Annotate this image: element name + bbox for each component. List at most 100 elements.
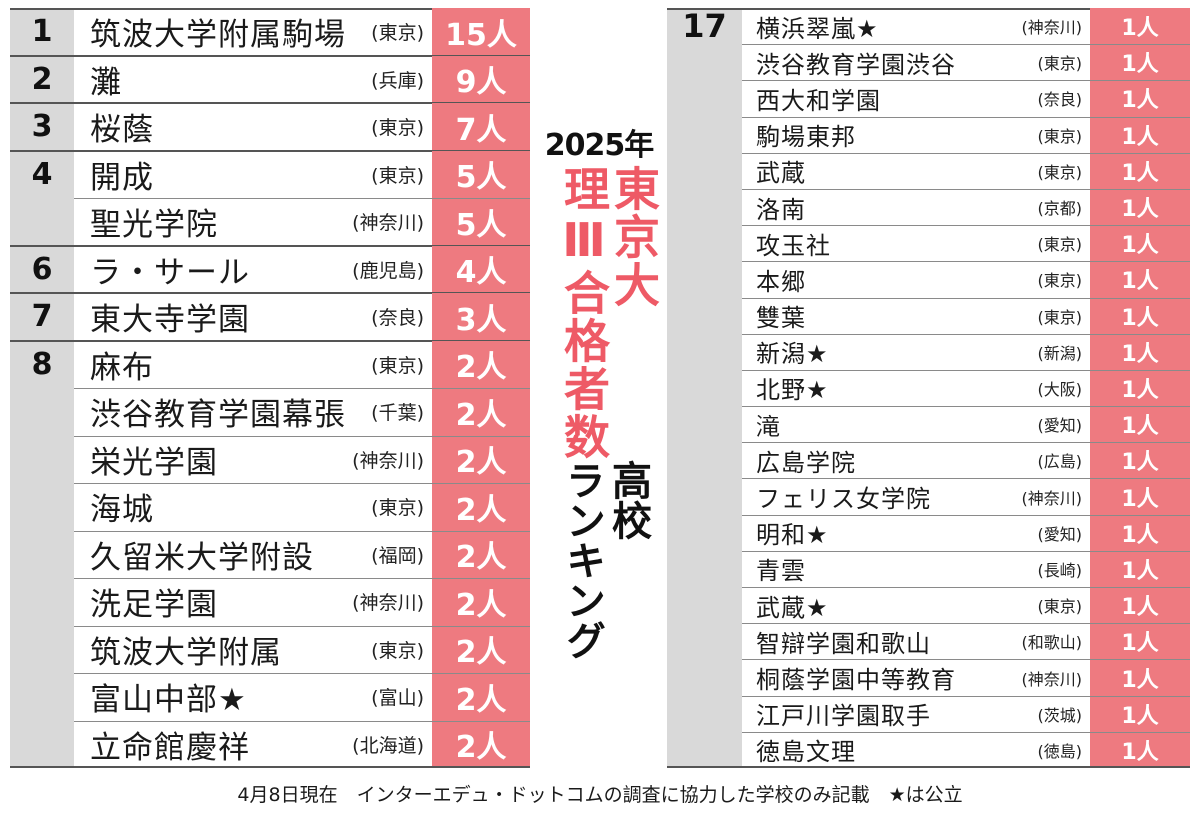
table-row: フェリス女学院 (神奈川) 1人: [742, 478, 1190, 515]
school-name: ラ・サール: [90, 254, 250, 291]
table-row: 灘 (兵庫) 9人: [74, 55, 530, 103]
row-separator: [742, 116, 1190, 118]
table-row: 明和★ (愛知) 1人: [742, 514, 1190, 551]
pass-count-cell: 2人: [432, 625, 530, 673]
school-name: 久留米大学附設: [90, 539, 314, 576]
prefecture: (神奈川): [1021, 488, 1083, 508]
pass-count-cell: 1人: [1090, 695, 1190, 732]
pass-count-cell: 1人: [1090, 188, 1190, 226]
pass-count-cell: 2人: [432, 435, 530, 483]
row-separator: [74, 483, 530, 484]
pass-count-cell: 1人: [1090, 731, 1190, 768]
rank-column: [667, 8, 742, 768]
row-separator: [742, 695, 1190, 697]
row-separator: [742, 659, 1190, 661]
table-row: 横浜翠嵐★ (神奈川) 1人: [742, 8, 1190, 45]
row-separator: [742, 333, 1190, 335]
table-row: 智辯学園和歌山 (和歌山) 1人: [742, 623, 1190, 660]
pass-count-cell: 1人: [1090, 152, 1190, 189]
school-name: 海城: [90, 492, 154, 529]
prefecture: (長崎): [1037, 560, 1083, 580]
table-row: 滝 (愛知) 1人: [742, 406, 1190, 443]
school-name: 攻玉社: [756, 231, 831, 260]
prefecture: (神奈川): [352, 212, 424, 235]
rank-number: 8: [31, 346, 53, 382]
pass-count-cell: 1人: [1090, 225, 1190, 262]
table-row: 筑波大学附属駒場 (東京) 15人: [74, 8, 530, 56]
row-separator: [742, 587, 1190, 589]
prefecture: (広島): [1037, 452, 1083, 472]
prefecture: (愛知): [1037, 524, 1083, 544]
row-separator: [742, 550, 1190, 552]
pass-count-cell: 5人: [432, 150, 530, 198]
school-name: 渋谷教育学園幕張: [90, 397, 346, 434]
row-separator: [742, 80, 1190, 82]
prefecture: (東京): [1037, 162, 1083, 182]
prefecture: (福岡): [371, 544, 424, 567]
row-separator: [74, 578, 530, 579]
school-name: 北野★: [756, 376, 829, 405]
pass-count-cell: 1人: [1090, 550, 1190, 588]
school-name: 徳島文理: [756, 738, 856, 767]
school-name: 広島学院: [756, 448, 856, 477]
prefecture: (大阪): [1037, 379, 1083, 399]
table-top-line: [10, 8, 530, 10]
row-separator: [742, 152, 1190, 154]
row-separator: [74, 435, 530, 437]
group-separator: [10, 149, 530, 152]
row-separator: [742, 406, 1190, 408]
table-row: 広島学院 (広島) 1人: [742, 442, 1190, 479]
table-row: 久留米大学附設 (福岡) 2人: [74, 530, 530, 578]
table-row: 桐蔭学園中等教育 (神奈川) 1人: [742, 659, 1190, 696]
group-separator: [10, 102, 530, 104]
rank-number: 6: [31, 251, 53, 287]
school-name: 本郷: [756, 267, 806, 296]
pass-count-cell: 1人: [1090, 333, 1190, 370]
school-name: 桐蔭学園中等教育: [756, 666, 956, 695]
school-name: 武蔵: [756, 159, 806, 188]
headline-subtitle-koko: 高校: [605, 460, 651, 540]
headline-title-ri3: 理Ⅲ合格者数: [557, 165, 611, 461]
prefecture: (東京): [1037, 126, 1083, 146]
prefecture: (千葉): [371, 402, 424, 425]
table-row: 本郷 (東京) 1人: [742, 261, 1190, 298]
pass-count-cell: 1人: [1090, 406, 1190, 443]
school-name: 栄光学園: [90, 444, 218, 481]
pass-count-cell: 2人: [432, 673, 530, 721]
pass-count-cell: 7人: [432, 103, 530, 151]
row-separator: [742, 478, 1190, 480]
table-top-line: [667, 8, 1190, 10]
table-row: 攻玉社 (東京) 1人: [742, 225, 1190, 262]
prefecture: (茨城): [1037, 705, 1083, 725]
pass-count-cell: 1人: [1090, 369, 1190, 407]
school-name: 洗足学園: [90, 587, 218, 624]
school-name: 新潟★: [756, 340, 829, 369]
table-row: 徳島文理 (徳島) 1人: [742, 731, 1190, 768]
prefecture: (東京): [371, 639, 424, 662]
row-separator: [742, 188, 1190, 190]
table-row: 立命館慶祥 (北海道) 2人: [74, 720, 530, 768]
pass-count-cell: 1人: [1090, 659, 1190, 696]
school-name: 洛南: [756, 195, 806, 224]
prefecture: (鹿児島): [352, 259, 424, 282]
row-separator: [742, 731, 1190, 733]
school-name: 横浜翠嵐★: [756, 14, 879, 43]
rank-number: 7: [31, 299, 53, 334]
pass-count-cell: 1人: [1090, 514, 1190, 551]
table-row: 海城 (東京) 2人: [74, 483, 530, 531]
school-name: 灘: [90, 64, 122, 101]
pass-count-cell: 5人: [432, 198, 530, 246]
pass-count-cell: 2人: [432, 530, 530, 578]
table-row: 聖光学院 (神奈川) 5人: [74, 198, 530, 246]
school-name: 智辯学園和歌山: [756, 629, 931, 658]
pass-count-cell: 3人: [432, 293, 530, 341]
prefecture: (東京): [371, 354, 424, 377]
rank-number: 4: [31, 156, 53, 192]
pass-count-cell: 2人: [432, 483, 530, 531]
rank-number: 1: [31, 14, 53, 49]
table-row: 西大和学園 (奈良) 1人: [742, 80, 1190, 117]
prefecture: (東京): [371, 117, 424, 140]
footnote: 4月8日現在 インターエデュ・ドットコムの調査に協力した学校のみ記載 ★は公立: [237, 784, 963, 806]
row-separator: [742, 44, 1190, 46]
school-name: 東大寺学園: [90, 302, 250, 339]
